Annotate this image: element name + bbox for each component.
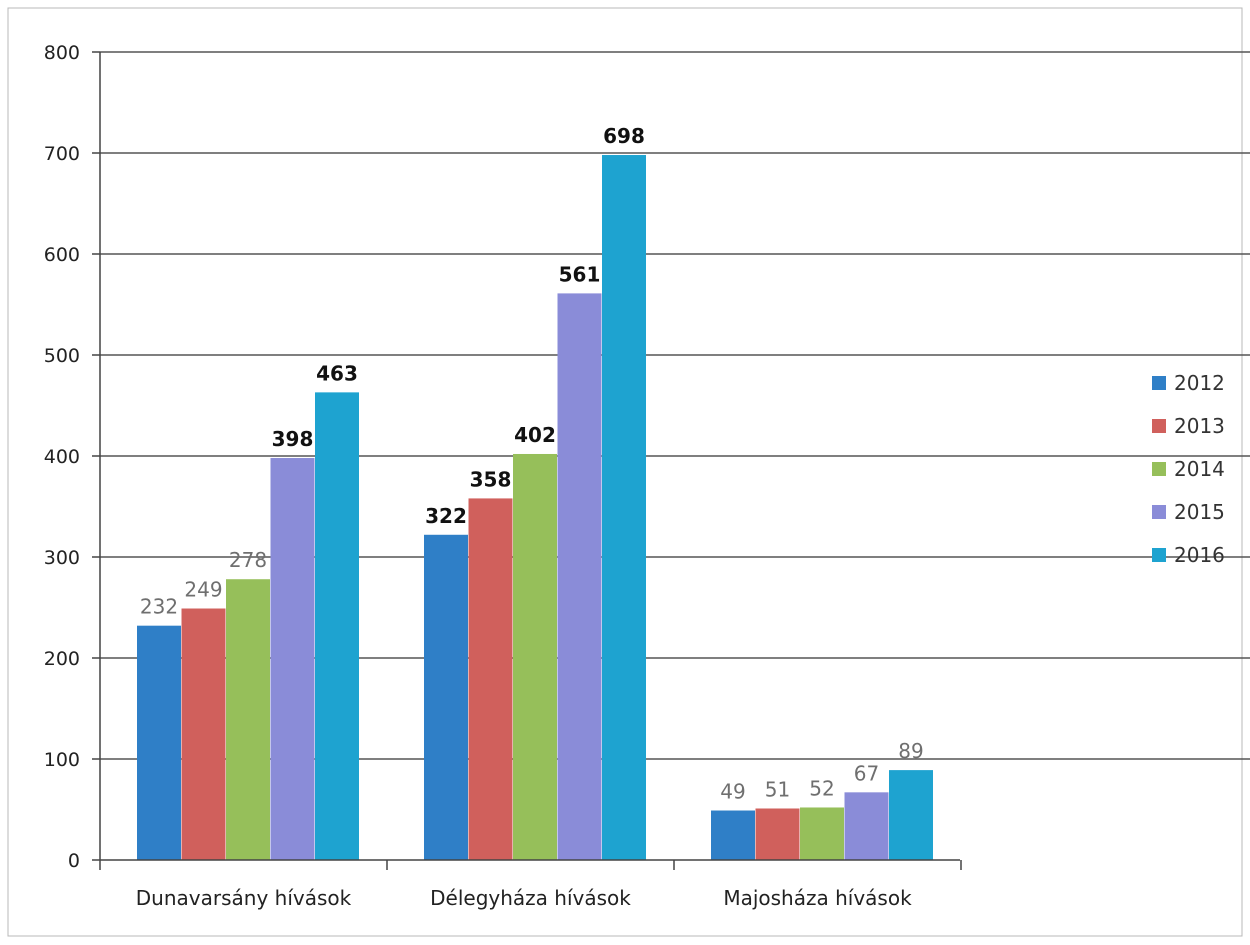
y-tick-label: 600 [44,244,80,266]
legend: 2012 2013 2014 2015 2016 [1152,371,1225,567]
legend-label-2013: 2013 [1174,414,1225,438]
data-label-2014-1: 402 [514,423,556,447]
y-tick-label: 700 [44,143,80,165]
category-label: Majosháza hívások [723,886,912,910]
data-label-2014-2: 52 [809,776,834,800]
legend-swatch-2014 [1152,462,1166,476]
gridlines [7,7,1250,937]
y-tick-label: 100 [44,749,80,771]
data-label-2012-0: 232 [140,595,178,619]
category-label: Dunavarsány hívások [136,886,352,910]
data-label-2012-2: 49 [720,780,745,804]
chart-border [7,7,1243,937]
data-labels: 232 322 49 249 358 51 278 402 52 398 561 67 463 698 89 [140,124,924,803]
bar-2014-2 [800,807,844,860]
data-label-2014-0: 278 [229,548,267,572]
bar-2015-0 [270,458,315,860]
bar-2013-1 [468,498,513,860]
y-tick-label: 800 [44,42,80,64]
legend-label-2012: 2012 [1174,371,1225,395]
legend-label-2014: 2014 [1174,457,1225,481]
bar-2015-2 [844,792,889,860]
bars [137,155,933,860]
bar-2014-0 [226,579,270,860]
bar-2012-1 [424,534,468,860]
bar-2012-2 [711,810,755,860]
bar-2016-2 [889,770,933,860]
data-label-2013-2: 51 [765,777,790,801]
y-tick-label: 300 [44,547,80,569]
legend-swatch-2012 [1152,376,1166,390]
data-label-2016-2: 89 [898,739,923,763]
y-tick-label: 200 [44,648,80,670]
bar-2013-2 [755,808,800,860]
bar-2015-1 [557,293,602,860]
data-label-2015-1: 561 [559,262,601,286]
y-tick-label: 500 [44,345,80,367]
data-label-2013-0: 249 [184,578,222,602]
legend-label-2016: 2016 [1174,543,1225,567]
y-tick-label: 0 [68,850,80,872]
legend-label-2015: 2015 [1174,500,1225,524]
y-tick-label: 400 [44,446,80,468]
legend-swatch-2016 [1152,548,1166,562]
bar-2013-0 [181,608,226,860]
legend-swatch-2013 [1152,419,1166,433]
data-label-2015-0: 398 [272,427,314,451]
data-label-2012-1: 322 [425,504,467,528]
category-label: Délegyháza hívások [430,886,631,910]
data-label-2015-2: 67 [854,761,879,785]
bar-2012-0 [137,625,181,860]
bar-2016-0 [315,392,359,860]
axes: 0 100 200 300 400 500 600 700 800 Dunavarsány hív… [44,42,962,910]
legend-swatch-2015 [1152,505,1166,519]
data-label-2013-1: 358 [470,467,512,491]
bar-2014-1 [513,453,557,860]
data-label-2016-0: 463 [316,361,358,385]
bar-2016-1 [602,155,646,860]
data-label-2016-1: 698 [603,124,645,148]
